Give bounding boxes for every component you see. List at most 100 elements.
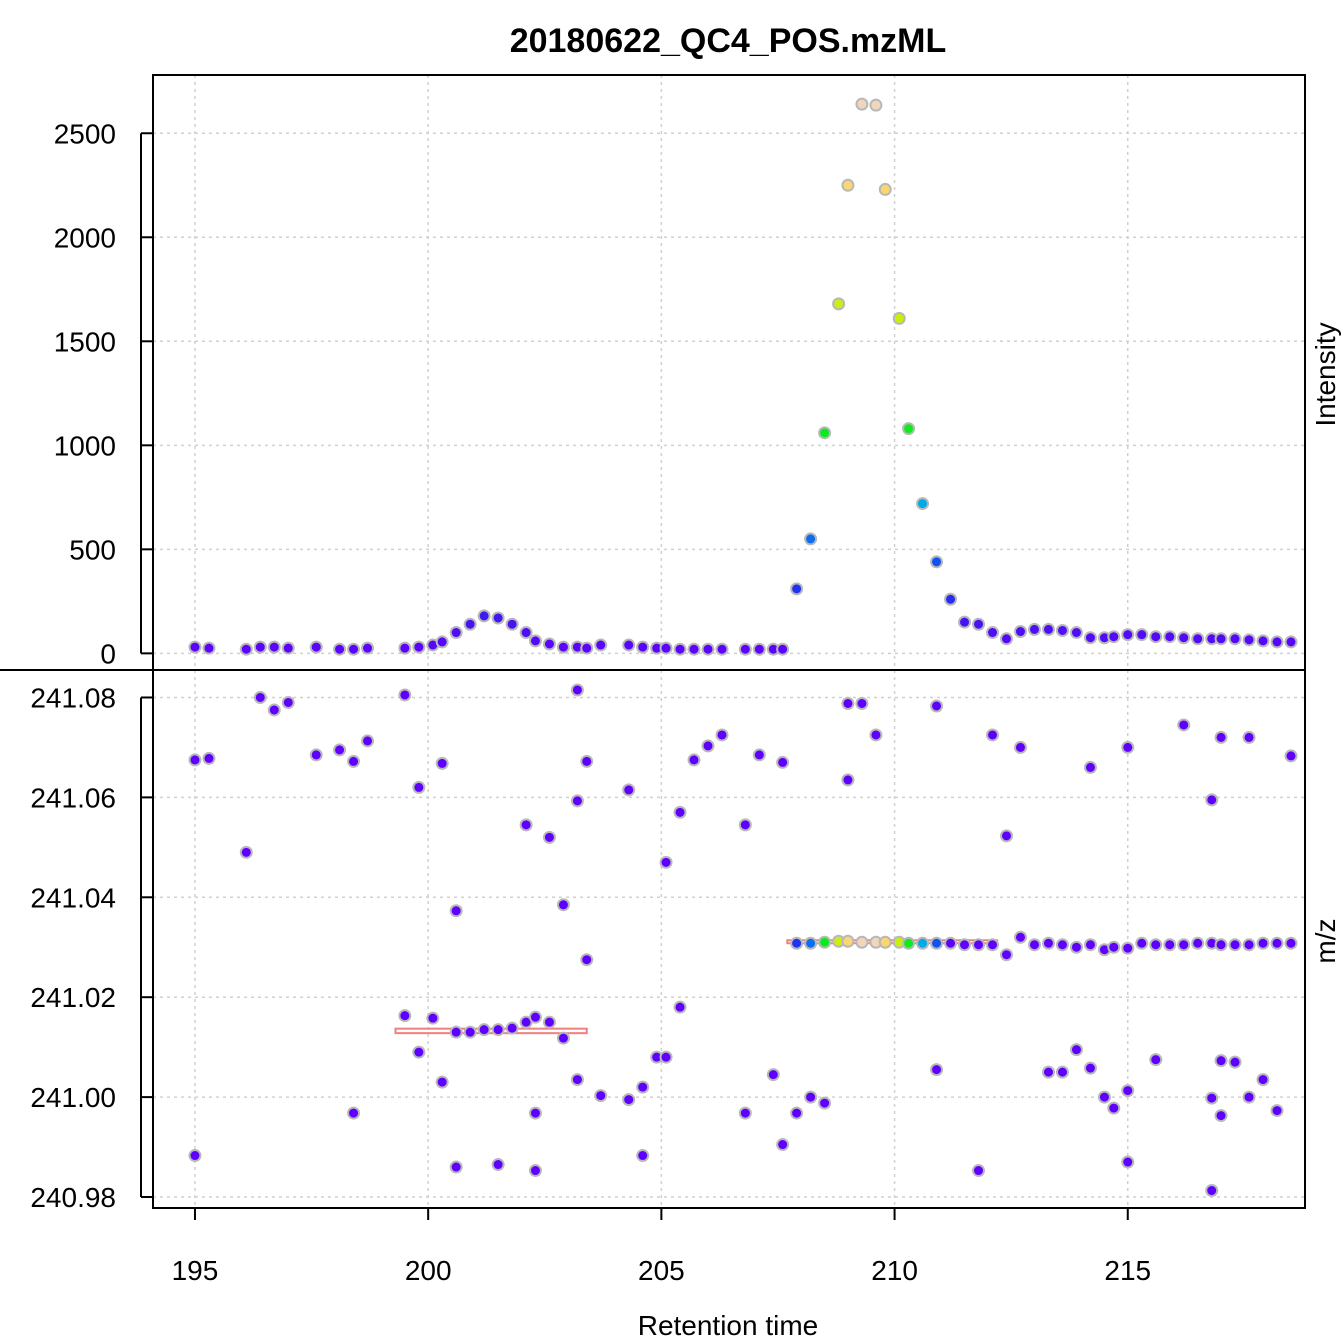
mz-axis-label: m/z	[1310, 918, 1341, 963]
intensity-point	[1107, 630, 1121, 644]
mz-point	[1069, 1043, 1083, 1057]
intensity-point	[687, 642, 701, 656]
intensity-point	[790, 582, 804, 596]
mz-point	[1000, 948, 1014, 962]
mz-point	[986, 728, 1000, 742]
mz-point	[1214, 730, 1228, 744]
intensity-point	[701, 642, 715, 656]
intensity-tick-label: 1500	[54, 326, 116, 357]
mz-point	[622, 1093, 636, 1107]
x-tick-label: 200	[405, 1255, 452, 1286]
mz-point	[426, 1011, 440, 1025]
mz-point	[1242, 730, 1256, 744]
mz-point	[841, 773, 855, 787]
intensity-point	[519, 626, 533, 640]
intensity-point	[1163, 630, 1177, 644]
mz-point	[570, 794, 584, 808]
mz-tick-label: 241.00	[30, 1082, 116, 1113]
mz-point	[435, 756, 449, 770]
intensity-point	[738, 642, 752, 656]
mz-point	[1041, 936, 1055, 950]
intensity-point	[659, 641, 673, 655]
mz-point	[1013, 930, 1027, 944]
mz-point	[1228, 938, 1242, 952]
mz-point	[701, 739, 715, 753]
mz-point	[556, 1031, 570, 1045]
mz-point	[580, 953, 594, 967]
mz-point	[715, 728, 729, 742]
intensity-point	[892, 311, 906, 325]
mz-point	[449, 904, 463, 918]
mz-point	[347, 754, 361, 768]
mz-point	[347, 1106, 361, 1120]
mz-point	[477, 1023, 491, 1037]
mz-point	[1121, 1155, 1135, 1169]
mz-point	[1121, 1084, 1135, 1098]
mz-point	[930, 936, 944, 950]
mz-point	[1069, 940, 1083, 954]
intensity-point	[309, 640, 323, 654]
mz-point	[1041, 1065, 1055, 1079]
mz-point	[1284, 936, 1298, 950]
peak-box	[394, 1027, 588, 1035]
mz-point	[202, 751, 216, 765]
mz-point	[1214, 1054, 1228, 1068]
intensity-point	[1242, 633, 1256, 647]
mz-point	[570, 683, 584, 697]
mz-point	[398, 688, 412, 702]
mz-point	[449, 1025, 463, 1039]
mz-point	[542, 830, 556, 844]
mz-point	[1055, 938, 1069, 952]
intensity-point	[972, 617, 986, 631]
mz-point	[491, 1158, 505, 1172]
intensity-point	[1177, 631, 1191, 645]
mz-point	[528, 1010, 542, 1024]
x-tick-label: 195	[172, 1255, 219, 1286]
intensity-point	[333, 642, 347, 656]
intensity-point	[528, 634, 542, 648]
mz-point	[1000, 829, 1014, 843]
intensity-tick-label: 0	[100, 638, 116, 669]
mz-point	[869, 728, 883, 742]
mz-point	[804, 936, 818, 950]
intensity-point	[1256, 634, 1270, 648]
mz-tick-label: 241.06	[30, 782, 116, 813]
intensity-point	[398, 641, 412, 655]
mz-point	[841, 696, 855, 710]
intensity-point	[542, 637, 556, 651]
intensity-point	[188, 640, 202, 654]
intensity-point	[818, 426, 832, 440]
mz-point	[1027, 938, 1041, 952]
mz-point	[463, 1025, 477, 1039]
intensity-point	[594, 638, 608, 652]
mz-point	[1256, 1073, 1270, 1087]
mz-point	[1177, 938, 1191, 952]
mz-point	[673, 805, 687, 819]
mz-point	[1270, 936, 1284, 950]
intensity-point	[832, 297, 846, 311]
peak-boxes	[394, 939, 999, 1035]
intensity-point	[1270, 635, 1284, 649]
mz-point	[239, 845, 253, 859]
mz-point	[1135, 936, 1149, 950]
intensity-axis-label: Intensity	[1310, 322, 1341, 426]
mz-point	[1163, 938, 1177, 952]
mz-point	[580, 754, 594, 768]
mz-point	[449, 1160, 463, 1174]
mz-point	[528, 1106, 542, 1120]
mz-point	[1214, 938, 1228, 952]
mz-tick-label: 241.08	[30, 682, 116, 713]
intensity-point	[986, 626, 1000, 640]
mz-point	[1083, 938, 1097, 952]
mz-point	[1083, 1061, 1097, 1075]
mz-point	[398, 1009, 412, 1023]
mz-point	[790, 936, 804, 950]
mz-point	[1013, 740, 1027, 754]
mz-point	[958, 938, 972, 952]
mz-point	[673, 1000, 687, 1014]
intensity-point	[281, 641, 295, 655]
intensity-tick-label: 2000	[54, 222, 116, 253]
intensity-point	[916, 497, 930, 511]
mz-point	[1242, 938, 1256, 952]
intensity-point	[449, 626, 463, 640]
